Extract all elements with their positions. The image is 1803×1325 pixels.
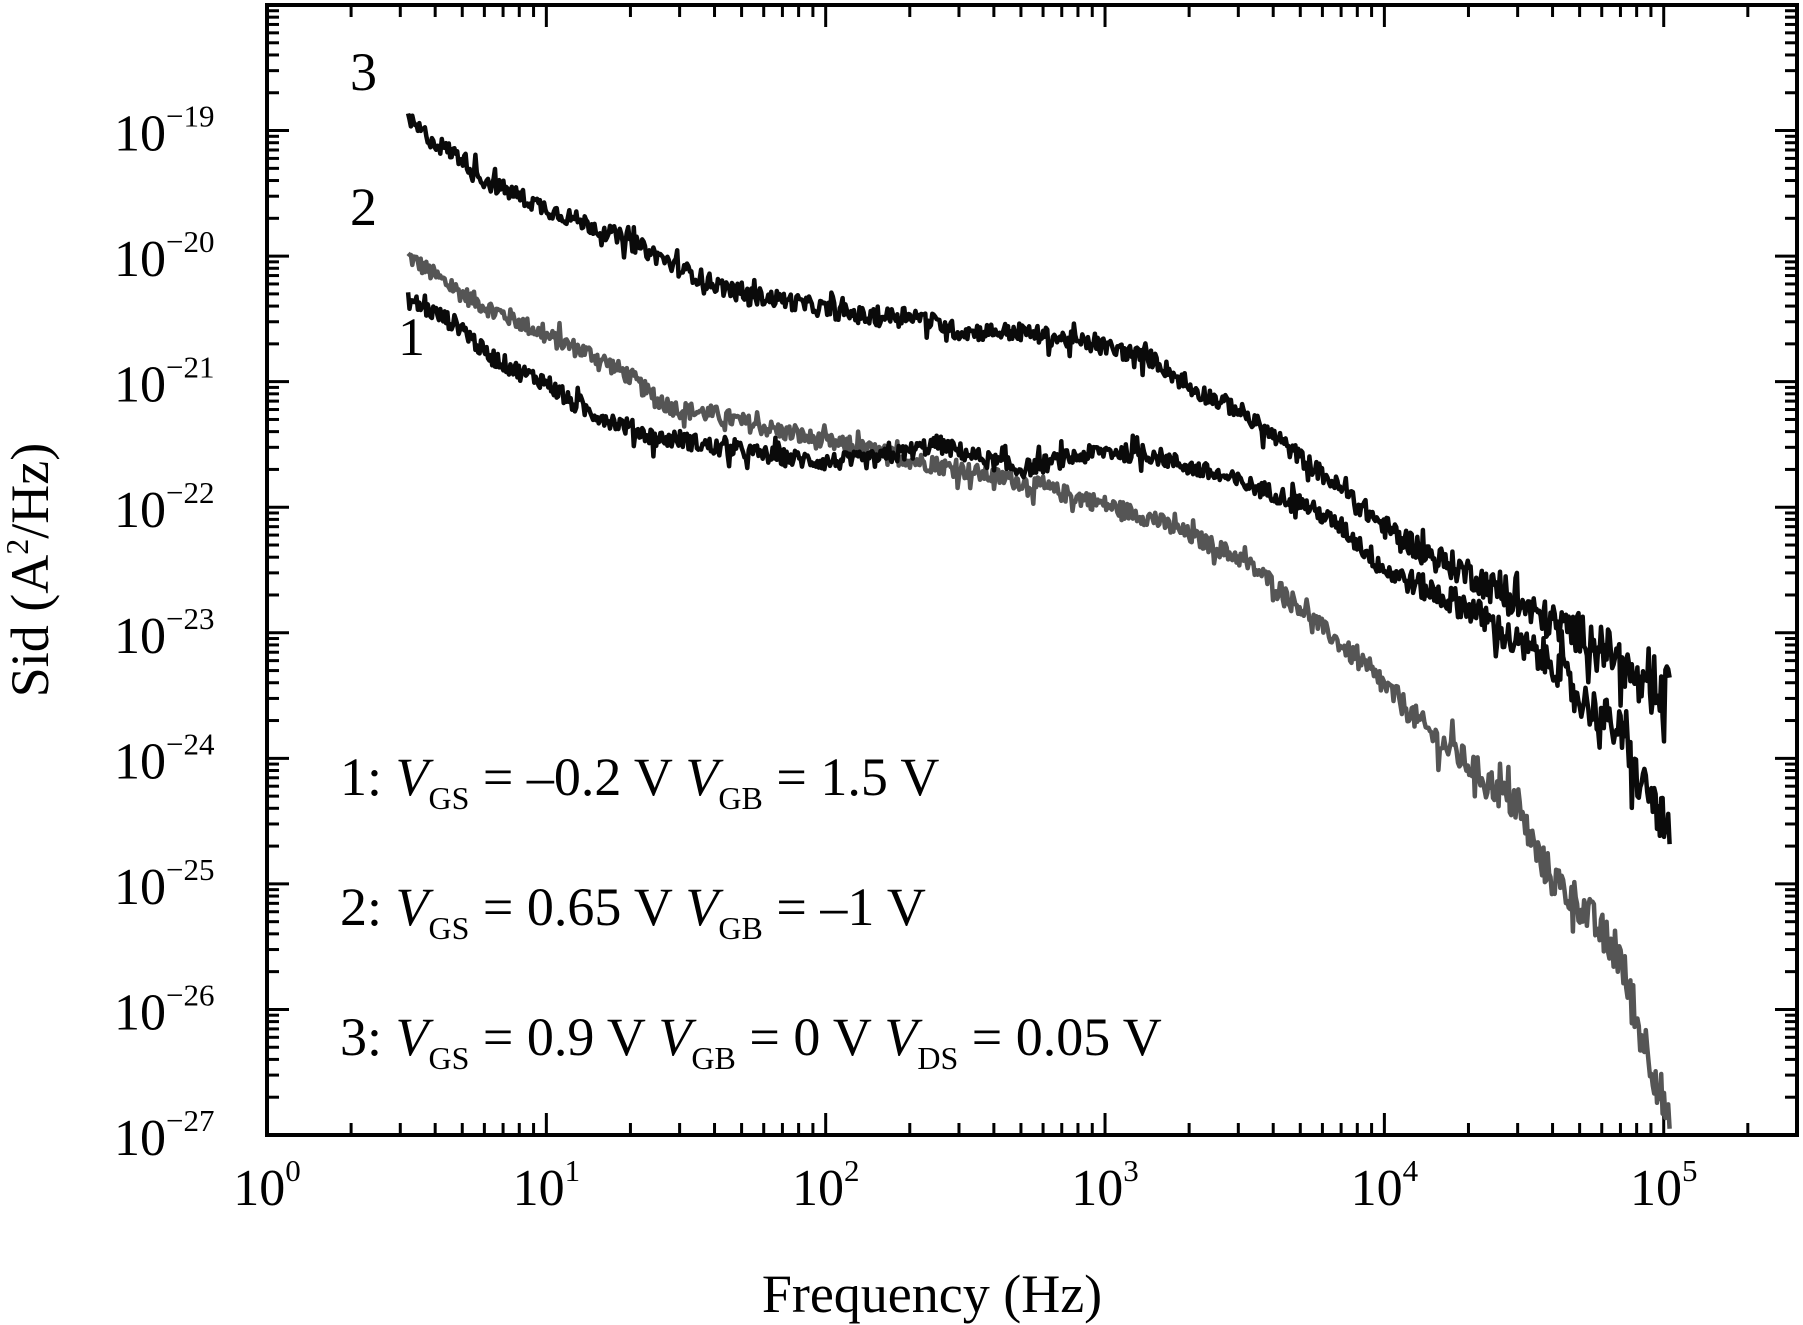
x-tick-label: 100 (233, 1153, 301, 1217)
curve-label-2: 2 (350, 177, 377, 237)
x-tick-label: 102 (792, 1153, 860, 1217)
y-tick-label: 10−22 (114, 475, 214, 539)
y-tick-label: 10−19 (114, 99, 214, 163)
legend-line-2: 2: VGS = 0.65 V VGB = –1 V (340, 877, 926, 946)
y-tick-label: 10−20 (114, 224, 214, 288)
series-line-1 (405, 292, 1672, 845)
plot-frame (265, 3, 1799, 1137)
axis-ticks (267, 5, 1797, 1135)
y-tick-label: 10−21 (114, 350, 214, 414)
x-tick-label: 101 (513, 1153, 581, 1217)
y-axis-title-sup: 2 (0, 539, 35, 555)
y-tick-label: 10−26 (114, 977, 214, 1041)
y-tick-label: 10−23 (114, 601, 214, 665)
y-tick-label: 10−25 (114, 852, 214, 916)
curve-labels: 1 2 3 (350, 42, 425, 367)
y-axis-title: Sid (A2/Hz) (0, 443, 60, 697)
series-line-3 (405, 112, 1672, 744)
series-line-2 (406, 251, 1672, 1129)
y-tick-label: 10−27 (114, 1103, 214, 1167)
x-tick-label: 103 (1071, 1153, 1139, 1217)
x-tick-label: 105 (1630, 1153, 1698, 1217)
series-layer (405, 112, 1672, 1129)
y-tick-labels: 10−19 10−20 10−21 10−22 10−23 10−24 10−25 10−26… (114, 99, 215, 1167)
x-tick-labels: 100 101 102 103 104 105 (233, 1153, 1697, 1217)
legend: 1: VGS = –0.2 V VGB = 1.5 V 2: VGS = 0.65… (340, 747, 1162, 1076)
legend-line-1: 1: VGS = –0.2 V VGB = 1.5 V (340, 747, 939, 816)
curve-label-1: 1 (398, 307, 425, 367)
x-axis-title: Frequency (Hz) (762, 1264, 1102, 1324)
x-tick-label: 104 (1351, 1153, 1419, 1217)
legend-line-3: 3: VGS = 0.9 V VGB = 0 V VDS = 0.05 V (340, 1007, 1162, 1076)
curve-label-3: 3 (350, 42, 377, 102)
y-tick-label: 10−24 (114, 726, 215, 790)
